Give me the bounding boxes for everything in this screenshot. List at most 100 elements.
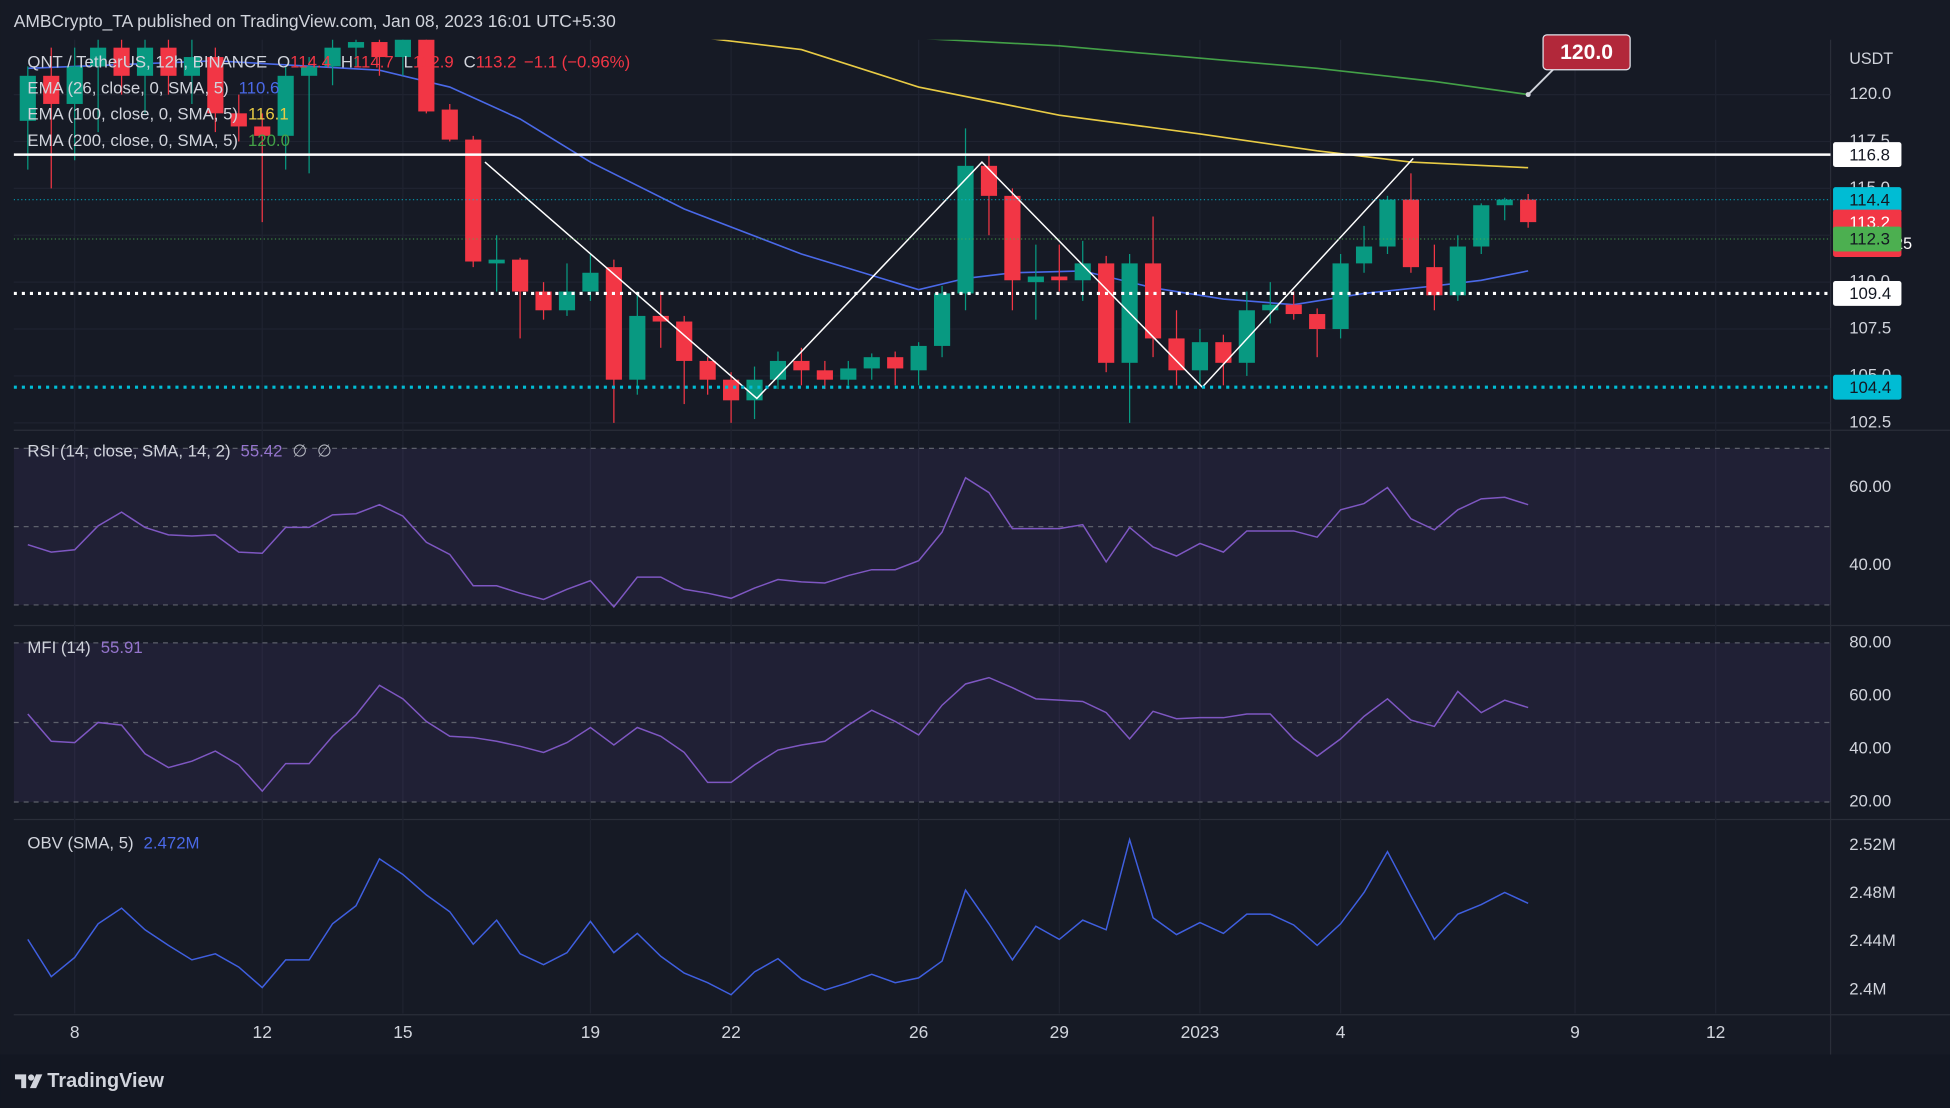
price-label: 114.4 [1849,190,1890,209]
candle-body [277,75,294,136]
logo-icon [14,1074,43,1089]
candle-body [887,357,904,369]
ema-legend: EMA (200, close, 0, SMA, 5) 120.0 [27,131,290,150]
change-value: −1.1 (−0.96%) [524,53,630,72]
candle-body [1074,263,1091,281]
y-tick-label: 120.0 [1849,84,1891,103]
legend-value: 110.6 [239,79,280,98]
x-tick-label: 22 [721,1022,740,1042]
price-label-box [1833,142,1902,168]
y-tick-label: 60.00 [1849,477,1891,496]
y-tick-label: 20.00 [1849,791,1891,810]
price-label: 109.4 [1849,284,1891,303]
price-label: 112.3 [1849,230,1890,249]
candle-body [90,47,107,67]
obv-pane [27,836,1529,996]
candle-body [933,293,951,346]
candle-body [558,291,576,311]
legend-name: RSI (14, close, SMA, 14, 2) [27,442,230,461]
price-label: 104.4 [1849,378,1891,397]
candle-body [512,259,529,292]
ohlc-key: C [464,53,476,72]
candle-body [1426,267,1443,296]
candle-body [19,75,36,121]
legend-name: EMA (100, close, 0, SMA, 5) [27,105,238,124]
candle-body [66,66,83,104]
candle-body [371,42,388,58]
legend-value: 55.42 [241,442,283,461]
legend-value: 2.472M [144,834,200,853]
candle-body [1004,195,1021,281]
ema-legend: EMA (26, close, 0, SMA, 5) 110.6 [27,79,279,98]
candle-body [840,368,857,380]
y-tick-label: 107.5 [1849,318,1891,337]
legend-name: EMA (200, close, 0, SMA, 5) [27,131,238,150]
candle-body [1332,263,1349,330]
candle-body [1098,263,1115,363]
indicator-legend: OBV (SMA, 5) 2.472M [27,834,199,853]
price-pane [13,39,1831,423]
candle-body [723,379,740,401]
candle-body [1168,338,1185,371]
y-tick-label: 60.00 [1849,685,1891,704]
x-tick-label: 12 [253,1022,272,1042]
candle-body [136,47,154,76]
indicator-legend: MFI (14) 55.91 [27,639,142,658]
y-tick-label: 2.44M [1849,931,1896,950]
candle-body [1449,246,1466,296]
indicator-line [27,476,1529,609]
y-tick-label: 2.52M [1849,835,1896,854]
candle-body [1285,304,1302,315]
candle-body [1051,276,1068,281]
candle-body [160,47,177,76]
candle-body [394,39,411,58]
y-tick-label: 102.5 [1849,412,1891,431]
candle-body [418,39,435,112]
callout-point [1525,92,1531,98]
y-tick-label: 40.00 [1849,738,1891,757]
candle-body [1402,199,1420,268]
y-tick-label: 2.4M [1849,979,1886,998]
ohlc-value: 114.7 [353,53,394,72]
price-label: 116.8 [1849,145,1890,164]
candle-body [582,272,599,292]
ohlc-value: 113.2 [476,53,517,72]
candle-body [1191,342,1209,371]
candle-body [769,360,787,380]
candle-body [910,345,927,371]
x-tick-label: 9 [1570,1022,1580,1042]
price-label-box [1833,187,1902,213]
candle-body [746,379,763,401]
candle-body [1215,342,1232,363]
ema-line [931,39,1529,96]
callout-text: 120.0 [1560,41,1613,64]
candle-body [324,47,341,67]
candle-body [629,315,646,380]
ema-line [713,39,1529,169]
footer-logo: TradingView [47,1070,164,1092]
x-tick-label: 29 [1050,1022,1069,1042]
candle-body [441,109,458,140]
x-tick-label: 15 [393,1022,412,1042]
indicator-line [27,676,1529,793]
candle-body [957,165,974,294]
candle-body [183,57,200,76]
candle-body [43,75,60,104]
legend-name: EMA (26, close, 0, SMA, 5) [27,79,228,98]
candle-body [1379,199,1396,247]
candle-body [1238,310,1255,363]
y-tick-label: 2.48M [1849,883,1896,902]
x-tick-label: 2023 [1181,1022,1220,1042]
ema-legend: EMA (100, close, 0, SMA, 5) 116.1 [27,105,288,124]
ohlc-key: O [277,53,290,72]
symbol-title: QNT / TetherUS, 12h, BINANCE [27,53,267,72]
y-tick-label: 80.00 [1849,632,1891,651]
header-text: AMBCrypto_TA published on TradingView.co… [14,11,616,31]
legend-value: 55.91 [101,639,143,658]
candle-body [1355,246,1373,264]
candle-body [676,321,693,361]
callout-box [1542,34,1631,71]
rsi-pane [13,447,1831,609]
price-label-box [1833,374,1902,400]
